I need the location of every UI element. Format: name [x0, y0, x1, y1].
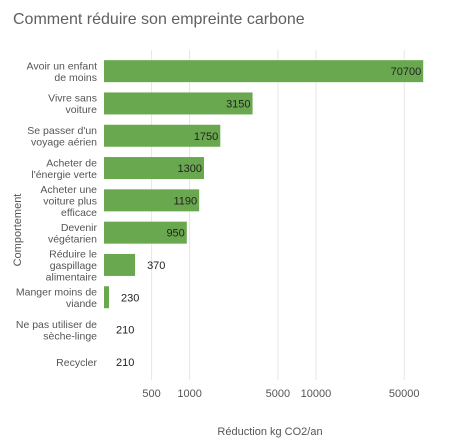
bar-3 [104, 157, 205, 180]
x-tick-label: 10000 [301, 388, 332, 400]
category-label: sèche-linge [43, 330, 97, 342]
value-label: 1750 [194, 131, 218, 143]
value-label: 3150 [226, 98, 250, 110]
value-label: 950 [166, 228, 184, 240]
x-tick-label: 5000 [266, 388, 290, 400]
y-axis-title: Comportement [12, 193, 24, 267]
x-tick-label: 1000 [177, 388, 201, 400]
bar-1 [104, 92, 253, 115]
category-label: efficace [61, 207, 97, 219]
category-label: viande [66, 298, 97, 310]
category-label: Acheter une [40, 184, 97, 196]
bar-5 [104, 221, 187, 244]
chart-title: Comment réduire son empreinte carbone [13, 11, 305, 28]
category-label: végétarien [48, 233, 97, 245]
category-label: Vivre sans [48, 93, 97, 105]
bars [104, 60, 424, 309]
x-axis-title: Réduction kg CO2/an [217, 426, 323, 438]
category-label: Devenir [61, 222, 98, 234]
x-tick-labels: 500 1000 5000 10000 50000 [142, 388, 419, 400]
value-label: 1300 [178, 163, 202, 175]
value-label: 230 [121, 292, 139, 304]
category-label: Réduire le [49, 248, 97, 260]
category-label: voyage aérien [31, 137, 97, 149]
category-label: l'énergie verte [31, 169, 97, 181]
category-label: Acheter de [46, 157, 97, 169]
category-label: Recycler [56, 357, 97, 369]
value-label: 210 [116, 357, 134, 369]
category-label: voiture [65, 104, 97, 116]
value-label: 370 [147, 260, 165, 272]
bar-6 [104, 253, 136, 276]
bar-7 [104, 286, 109, 309]
x-tick-label: 500 [142, 388, 160, 400]
value-label: 70700 [391, 66, 422, 78]
gridlines [151, 50, 405, 380]
category-label: Manger moins de [16, 287, 97, 299]
bar-2 [104, 124, 221, 147]
value-label: 1190 [173, 195, 197, 207]
category-label: Avoir un enfant [27, 60, 98, 72]
x-tick-label: 50000 [389, 388, 420, 400]
category-label: alimentaire [46, 271, 98, 283]
bar-4 [104, 189, 200, 212]
category-label: Se passer d'un [27, 125, 97, 137]
bar-0 [104, 60, 424, 83]
value-label: 210 [116, 325, 134, 337]
category-label: voiture plus [43, 195, 97, 207]
category-label: Ne pas utiliser de [16, 319, 97, 331]
category-label: gaspillage [50, 260, 97, 272]
value-labels: 70700 3150 1750 1300 1190 950 370 230 210 210 [116, 66, 421, 369]
category-label: de moins [54, 72, 97, 84]
